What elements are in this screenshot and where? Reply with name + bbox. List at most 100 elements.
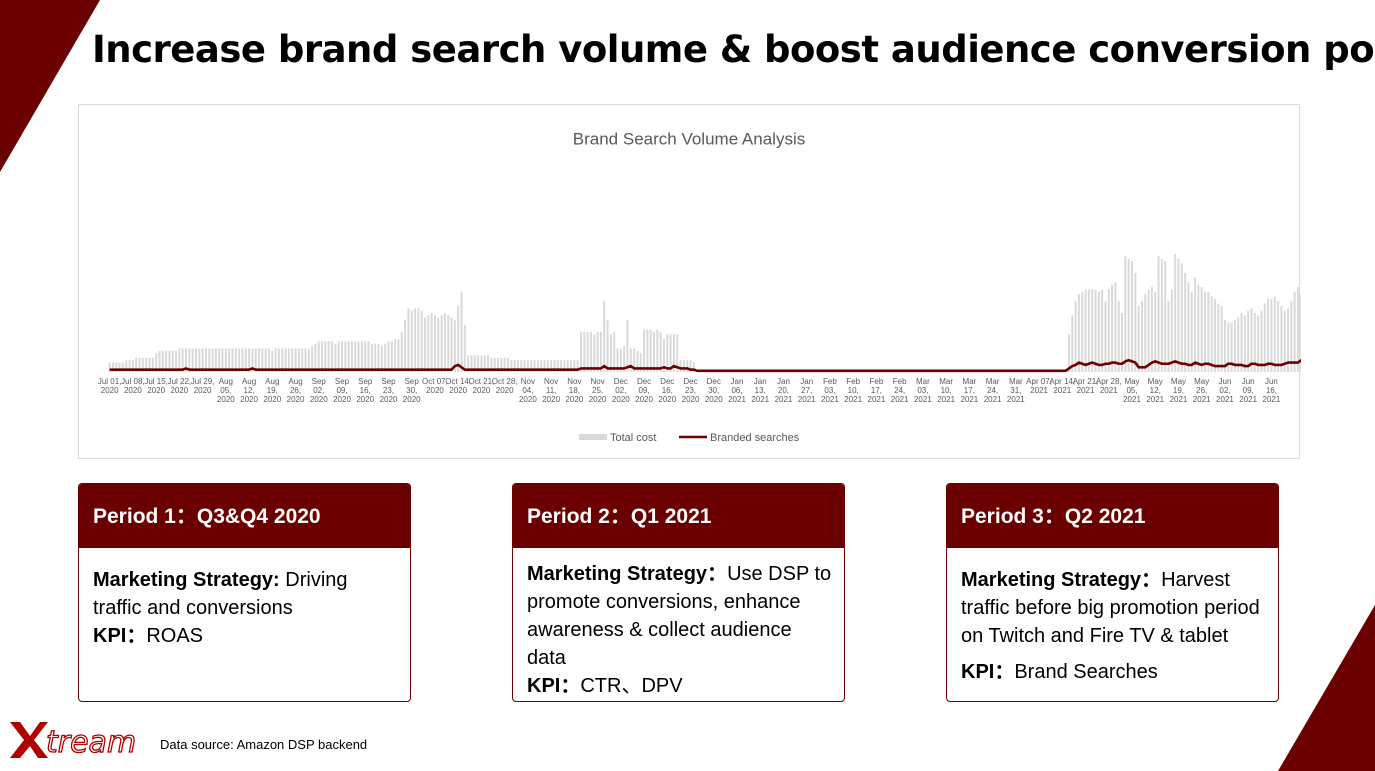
bar [108,362,111,372]
chart: Brand Search Volume Analysis Total cost B… [108,129,1301,444]
x-tick-label: Mar 10, 2021 [937,377,956,404]
bar [1174,254,1177,372]
card-body: Marketing Strategy: Driving traffic and … [79,548,410,650]
x-tick-label: Dec 09, 2020 [635,377,653,404]
x-tick-label: Oct 14, 2020 [445,377,472,395]
bar [138,357,141,372]
bar [510,360,513,372]
bar [324,341,327,372]
x-tick-label: May 26, 2021 [1192,377,1211,404]
x-tick-label: Mar 24, 2021 [983,377,1002,404]
bar [460,291,463,372]
bar [148,357,151,372]
bar [679,360,682,372]
bar [387,341,390,372]
x-tick-label: Jul 29, 2020 [190,377,215,395]
bar [649,329,652,372]
bar [317,341,320,372]
bar [540,360,543,372]
bar [291,348,294,372]
bar [231,348,234,372]
chart-title: Brand Search Volume Analysis [573,129,805,148]
x-tick-label: Jul 01, 2020 [97,377,122,395]
bar [201,348,204,372]
bar [1117,301,1120,372]
data-source: Data source: Amazon DSP backend [160,737,368,752]
bar [1214,298,1216,372]
bar [377,343,380,372]
strategy-label: Marketing Strategy： [961,569,1162,591]
bar [443,313,446,372]
slide-title: Increase brand search volume & boost aud… [92,28,1375,71]
card-body: Marketing Strategy：Harvest traffic befor… [947,548,1278,686]
bar [208,348,211,372]
bar [682,360,685,372]
x-tick-label: Jul 08, 2020 [121,377,145,395]
bar [311,346,314,372]
bar [573,360,576,372]
kpi-text: CTR、DPV [580,675,683,697]
bar [430,313,433,372]
bar [560,360,563,372]
kpi: KPI：ROAS [93,622,400,650]
bar [692,362,695,372]
bar [224,348,227,372]
bar [350,341,353,372]
x-tick-label: Nov 25, 2020 [588,377,607,404]
bar [1177,258,1180,372]
bar [301,348,304,372]
bar [676,334,679,372]
bar [294,348,297,372]
bar [424,317,426,372]
bar [453,320,456,372]
bar [214,348,217,372]
chart-box: Brand Search Volume Analysis Total cost B… [78,104,1301,459]
bar [1164,261,1167,372]
bar [155,353,158,372]
bar [238,348,241,372]
bar [321,341,324,372]
kpi-label: KPI： [961,661,1015,683]
bar [1180,263,1183,372]
bar [178,348,181,372]
bar [437,317,440,372]
bar [493,357,496,372]
bar [483,355,486,372]
bar [500,357,503,372]
x-tick-label: Mar 03, 2021 [913,377,932,404]
bar [414,308,417,372]
bar [115,362,118,372]
bar [440,315,443,372]
bar [1207,291,1210,372]
bar [1300,294,1301,372]
bar [1270,298,1273,372]
x-tick-label: Feb 17, 2021 [867,377,886,404]
bar [593,334,596,372]
bar [1121,313,1124,372]
bar [1194,277,1197,372]
bar [420,310,423,372]
bar [125,360,128,372]
bar [1087,289,1090,372]
bar [427,315,430,372]
card-header: Period 2：Q1 2021 [513,484,844,548]
bar [1187,282,1190,372]
bar [131,360,134,372]
bar [165,350,168,372]
x-tick-label: Oct 07, 2020 [422,377,448,395]
kpi-label: KPI： [93,625,147,647]
x-tick-label: Nov 11, 2020 [542,377,561,404]
bar [609,334,612,372]
bar [520,360,523,372]
bar [1260,310,1263,372]
bar [244,348,247,372]
bar [1131,261,1134,372]
bar [1140,301,1143,372]
bar [1267,298,1270,372]
bar [633,348,636,372]
bar [656,329,659,372]
bar [1094,289,1097,372]
bar [198,348,201,372]
bar [1147,289,1150,372]
bar [417,308,420,372]
